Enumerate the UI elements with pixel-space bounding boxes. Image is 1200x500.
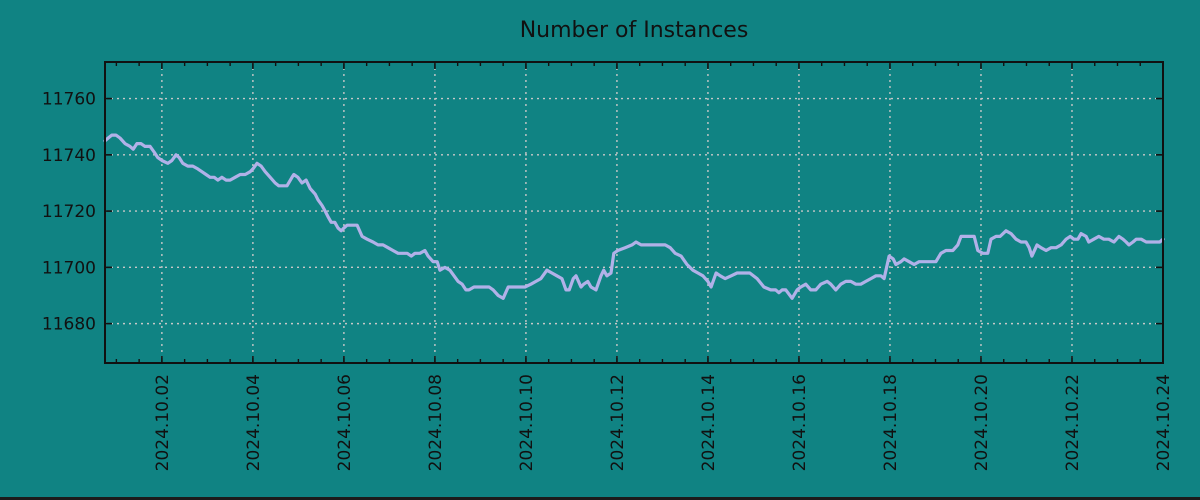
x-tick-label: 2024.10.24 [1154, 374, 1174, 471]
x-tick-label: 2024.10.06 [335, 374, 355, 471]
tick-labels: 11680 11700 11720 11740 11760 2024.10.02 2024.… [42, 90, 1174, 472]
data-series [103, 133, 1165, 300]
x-tick-label: 2024.10.12 [608, 374, 628, 471]
x-tick-label: 2024.10.08 [426, 374, 446, 471]
chart-title: Number of Instances [520, 18, 749, 43]
instances-line [103, 133, 1165, 300]
x-tick-label: 2024.10.14 [699, 374, 719, 471]
y-tick-label: 11760 [42, 90, 96, 110]
y-tick-label: 11700 [42, 258, 96, 278]
x-tick-label: 2024.10.04 [244, 374, 264, 471]
bottom-border-line [0, 497, 1200, 500]
x-tick-label: 2024.10.02 [153, 374, 173, 471]
x-tick-label: 2024.10.20 [972, 374, 992, 471]
y-tick-label: 11720 [42, 202, 96, 222]
x-tick-label: 2024.10.22 [1063, 374, 1083, 471]
y-tick-label: 11680 [42, 315, 96, 335]
y-tick-label: 11740 [42, 146, 96, 166]
x-tick-label: 2024.10.16 [790, 374, 810, 471]
axes-and-ticks [104, 61, 1164, 364]
plot-border [104, 61, 1164, 364]
gridlines [105, 62, 1164, 363]
x-tick-label: 2024.10.10 [517, 374, 537, 471]
x-tick-label: 2024.10.18 [881, 374, 901, 471]
